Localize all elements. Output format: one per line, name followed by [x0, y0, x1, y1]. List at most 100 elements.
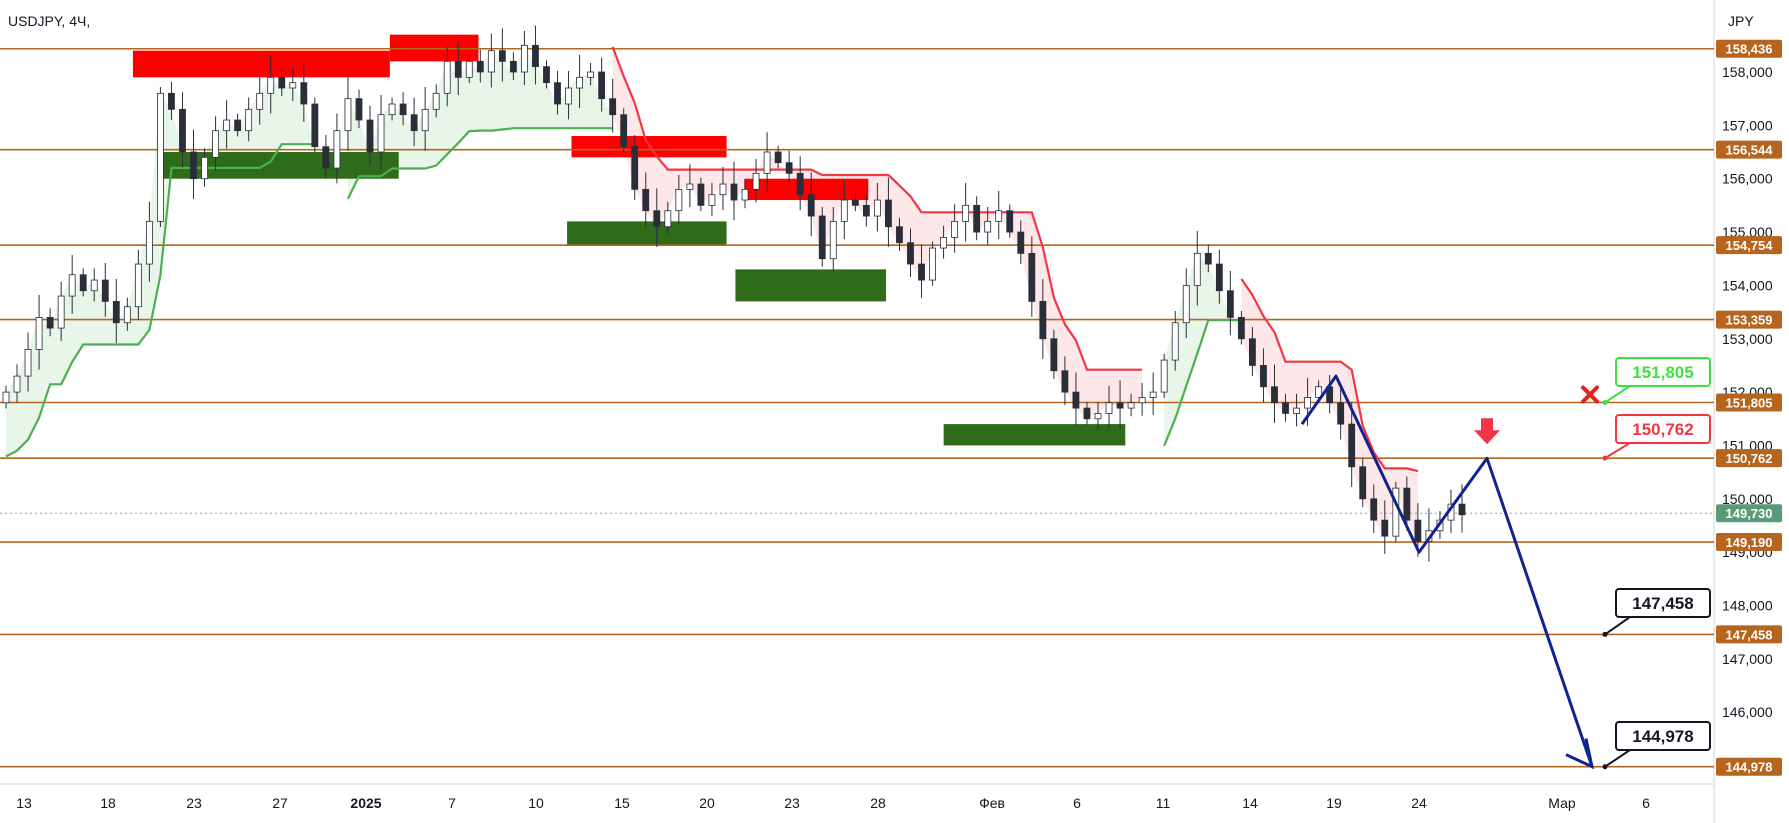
candle-body — [620, 114, 628, 148]
candle-body — [223, 119, 231, 132]
candle-body — [366, 119, 374, 153]
candle-body — [719, 183, 727, 196]
time-tick-label: 23 — [186, 795, 202, 811]
candle-body — [708, 194, 716, 206]
candle-body — [145, 220, 153, 265]
candle-body — [1171, 322, 1179, 361]
candle-body — [1061, 370, 1069, 393]
time-tick-label: 11 — [1156, 795, 1171, 811]
supertrend-support-line — [5, 143, 315, 458]
candle-body — [1403, 487, 1411, 521]
candle-body — [509, 60, 517, 73]
time-tick-label: 2025 — [350, 795, 381, 811]
candle-body — [807, 194, 815, 217]
callout-anchor-dot — [1602, 455, 1608, 461]
candle-body — [1260, 365, 1267, 388]
price-level-badge-label: 144,978 — [1726, 760, 1773, 775]
price-tick-label: 153,000 — [1722, 331, 1773, 347]
time-tick-label: 14 — [1242, 795, 1258, 811]
candle-body — [1249, 338, 1256, 366]
candle-body — [322, 146, 330, 169]
candle-body — [885, 199, 892, 228]
time-tick-label: 6 — [1073, 795, 1081, 811]
price-level-badge-label: 156,544 — [1726, 143, 1774, 158]
candle-body — [598, 71, 606, 100]
callout-pointer — [1604, 616, 1631, 636]
candle-body — [1348, 423, 1356, 468]
time-tick-label: 28 — [870, 795, 886, 811]
price-level-badge — [1716, 393, 1782, 412]
candle-body — [697, 183, 705, 206]
candle-body — [664, 210, 672, 228]
callout-pointer — [1604, 442, 1631, 460]
time-axis: 13 18 23 27 2025 7 10 15 20 23 28 Фев 6 11 14 19 24 Мар 6 — [16, 795, 1650, 811]
candle-body — [267, 76, 275, 94]
price-level-badge-label: 149,190 — [1726, 535, 1773, 550]
price-level-badge-label: 147,458 — [1726, 627, 1773, 642]
time-tick-label: Мар — [1548, 795, 1576, 811]
candle-body — [179, 108, 186, 153]
demand-zone — [567, 221, 727, 246]
price-level-badge-label: 158,436 — [1726, 42, 1773, 57]
candle-body — [918, 263, 925, 281]
candle-body — [1381, 519, 1389, 537]
demand-zone — [943, 424, 1126, 446]
candle-body — [1204, 252, 1212, 265]
time-tick-label: 24 — [1411, 795, 1427, 811]
candle-body — [730, 183, 738, 201]
candle-body — [498, 50, 506, 62]
price-level-badge — [1716, 533, 1782, 552]
supertrend-lines — [5, 46, 1419, 473]
candle-body — [1050, 338, 1058, 372]
callout-pointer — [1604, 385, 1631, 404]
candle-body — [421, 108, 429, 132]
candle-body — [521, 44, 528, 73]
candle-body — [24, 349, 32, 377]
candle-body — [565, 87, 572, 105]
candle-body — [388, 103, 396, 116]
price-level-badge — [1716, 449, 1782, 468]
callout-pointer — [1604, 749, 1631, 768]
price-tick-label: 147,000 — [1722, 651, 1773, 667]
candle-body — [35, 317, 43, 350]
candle-body — [1094, 413, 1102, 420]
candle-body — [1237, 317, 1245, 340]
candle-body — [487, 50, 495, 73]
candle-body — [46, 317, 54, 329]
candle-body — [1359, 466, 1367, 500]
candle-body — [554, 82, 561, 105]
forecast-path — [1300, 374, 1599, 770]
candle-body — [995, 210, 1003, 222]
candle-body — [1193, 252, 1201, 286]
candle-body — [134, 263, 142, 308]
candle-body — [212, 130, 219, 158]
candle-body — [190, 151, 197, 180]
candle-body — [1215, 263, 1223, 292]
callout-anchor-dot — [1602, 764, 1608, 770]
candle-body — [234, 119, 242, 132]
current-price-badge-label: 149,730 — [1726, 506, 1773, 521]
candle-body — [377, 114, 385, 153]
candle-body — [168, 92, 175, 110]
time-tick-label: Фев — [979, 795, 1005, 811]
candle-body — [68, 274, 76, 297]
candle-body — [344, 98, 352, 132]
forecast-arrowhead — [1565, 738, 1595, 770]
supertrend-resistance-line — [1240, 278, 1419, 473]
price-tick-label: 146,000 — [1722, 704, 1773, 720]
candle-body — [1182, 284, 1190, 324]
time-tick-label: 20 — [699, 795, 715, 811]
callout-label: 147,458 — [1632, 594, 1693, 613]
candle-body — [1138, 397, 1146, 404]
candle-body — [642, 188, 650, 212]
time-tick-label: 27 — [272, 795, 288, 811]
candle-body — [587, 71, 595, 78]
price-level-badge-label: 153,359 — [1726, 313, 1773, 328]
price-tick-label: 155,000 — [1722, 224, 1773, 240]
resistance-fill — [1241, 279, 1418, 542]
candle-body — [1028, 252, 1036, 302]
candle-body — [1039, 301, 1047, 340]
candle-body — [818, 215, 826, 260]
candle-body — [862, 204, 870, 217]
